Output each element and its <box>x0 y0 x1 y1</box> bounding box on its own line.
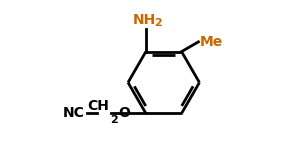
Text: NC: NC <box>62 106 84 120</box>
Text: O: O <box>118 106 130 120</box>
Text: Me: Me <box>200 35 223 49</box>
Text: NH: NH <box>133 13 156 27</box>
Text: 2: 2 <box>154 18 161 28</box>
Text: 2: 2 <box>110 115 118 125</box>
Text: CH: CH <box>88 99 109 113</box>
